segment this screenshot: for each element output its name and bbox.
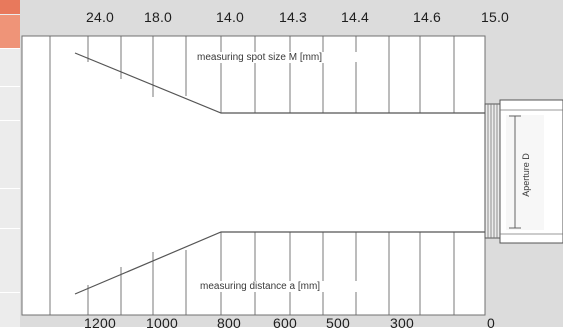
spot-size-tick-label: 14.3 xyxy=(278,9,308,25)
spot-size-tick-label: 18.0 xyxy=(143,9,173,25)
beam-lower-edge xyxy=(74,231,485,295)
strip-divider xyxy=(0,86,20,87)
spot-size-tick-label: 14.0 xyxy=(215,9,245,25)
strip-divider xyxy=(0,228,20,229)
distance-tick-label: 800 xyxy=(217,315,241,331)
strip-accent-1 xyxy=(0,0,20,14)
strip-divider xyxy=(0,188,20,189)
strip-divider xyxy=(0,120,20,121)
distance-tick-label: 1000 xyxy=(146,315,178,331)
diagram-panel xyxy=(21,35,486,316)
distance-tick-label: 500 xyxy=(326,315,350,331)
lens-ring xyxy=(484,103,501,239)
aperture-label: Aperture D xyxy=(521,153,531,197)
distance-tick-label: 300 xyxy=(390,315,414,331)
sensor-inner-panel xyxy=(506,115,544,230)
spot-size-axis-label: measuring spot size M [mm] xyxy=(195,52,325,63)
strip-accent-2 xyxy=(0,15,20,48)
spot-size-tick-label: 24.0 xyxy=(85,9,115,25)
beam-upper-edge xyxy=(74,52,485,114)
distance-tick-label: 1200 xyxy=(84,315,116,331)
distance-tick-label: 0 xyxy=(487,315,495,331)
left-tab-strip xyxy=(0,0,20,327)
strip-divider xyxy=(0,48,20,49)
distance-axis-label: measuring distance a [mm] xyxy=(198,281,323,292)
strip-divider xyxy=(0,292,20,293)
distance-tick-label: 600 xyxy=(273,315,297,331)
spot-size-tick-label: 14.6 xyxy=(412,9,442,25)
spot-size-tick-label: 15.0 xyxy=(480,9,510,25)
spot-size-tick-label: 14.4 xyxy=(340,9,370,25)
